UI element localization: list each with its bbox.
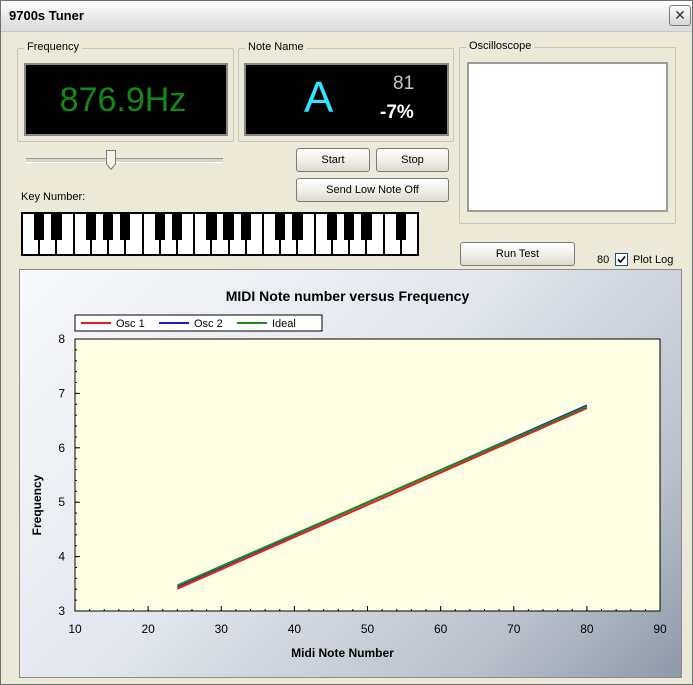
black-key[interactable] (51, 214, 62, 240)
x-tick-label: 40 (288, 622, 302, 636)
note-key-number: 81 (393, 73, 415, 94)
oscilloscope-group: Oscilloscope (459, 40, 676, 224)
black-key[interactable] (326, 214, 338, 240)
x-tick-label: 80 (580, 622, 594, 636)
x-tick-label: 60 (434, 622, 448, 636)
black-key[interactable] (275, 214, 286, 240)
series-line (176, 405, 588, 587)
y-tick-label: 5 (58, 495, 65, 509)
black-key[interactable] (240, 214, 251, 240)
black-key[interactable] (292, 214, 303, 240)
y-tick-label: 8 (58, 332, 65, 346)
x-tick-label: 20 (141, 622, 155, 636)
y-axis-label: Frequency (30, 474, 44, 535)
black-key[interactable] (154, 214, 165, 240)
black-key[interactable] (343, 214, 355, 240)
y-tick-label: 3 (58, 604, 65, 618)
chart-title: MIDI Note number versus Frequency (226, 288, 470, 304)
frequency-display: 876.9Hz (24, 63, 228, 136)
note-name-group-label: Note Name (245, 41, 307, 53)
midi-frequency-chart: MIDI Note number versus Frequency 10 20 30 4… (30, 288, 667, 660)
black-key[interactable] (395, 214, 406, 240)
x-axis-label: Midi Note Number (291, 646, 394, 660)
title-bar: 9700s Tuner ✕ (1, 1, 692, 32)
frequency-slider-track[interactable] (26, 158, 223, 163)
close-button[interactable]: ✕ (669, 5, 691, 26)
chart-panel: MIDI Note number versus Frequency 10 20 30 4… (19, 269, 682, 678)
black-key[interactable] (223, 214, 234, 240)
start-button[interactable]: Start (296, 148, 370, 172)
x-tick-label: 90 (653, 622, 667, 636)
frequency-slider-thumb[interactable] (106, 150, 116, 170)
oscilloscope-display (467, 62, 668, 212)
window-title: 9700s Tuner (9, 8, 84, 23)
y-tick-label: 4 (58, 550, 65, 564)
black-key[interactable] (171, 214, 183, 240)
x-tick-label: 10 (68, 622, 82, 636)
run-test-button[interactable]: Run Test (460, 242, 575, 266)
frequency-group: Frequency (17, 41, 234, 142)
key-number-label: Key Number: (21, 191, 86, 203)
send-low-note-off-button[interactable]: Send Low Note Off (296, 178, 449, 202)
piano-keyboard[interactable] (21, 212, 419, 256)
x-tick-label: 70 (507, 622, 521, 636)
plot-log-number: 80 (597, 254, 610, 266)
frequency-group-label: Frequency (24, 41, 82, 53)
black-key[interactable] (361, 214, 372, 240)
black-key[interactable] (34, 214, 45, 240)
y-tick-label: 6 (58, 441, 65, 455)
black-key[interactable] (120, 214, 131, 240)
x-tick-label: 30 (215, 622, 229, 636)
note-cents: -7% (380, 102, 414, 123)
chart-legend (74, 314, 323, 332)
black-key[interactable] (206, 214, 217, 240)
x-tick-label: 50 (361, 622, 375, 636)
black-key[interactable] (102, 214, 114, 240)
plot-area (74, 338, 661, 612)
plot-log-checkbox[interactable] (615, 253, 628, 266)
y-tick-label: 7 (58, 386, 65, 400)
note-name-group: Note Name (238, 41, 454, 142)
note-letter: A (304, 73, 334, 122)
legend-entry: Osc 2 (194, 318, 223, 330)
check-mark-icon (617, 255, 626, 264)
legend-entry: Osc 1 (116, 318, 145, 330)
plot-log-label: Plot Log (633, 254, 674, 266)
series-line (176, 407, 588, 590)
legend-entry: Ideal (272, 318, 296, 330)
frequency-value: 876.9Hz (59, 81, 187, 119)
black-key[interactable] (85, 214, 97, 240)
stop-button[interactable]: Stop (376, 148, 449, 172)
note-display: A 81 -7% (244, 63, 449, 136)
oscilloscope-group-label: Oscilloscope (466, 40, 535, 52)
